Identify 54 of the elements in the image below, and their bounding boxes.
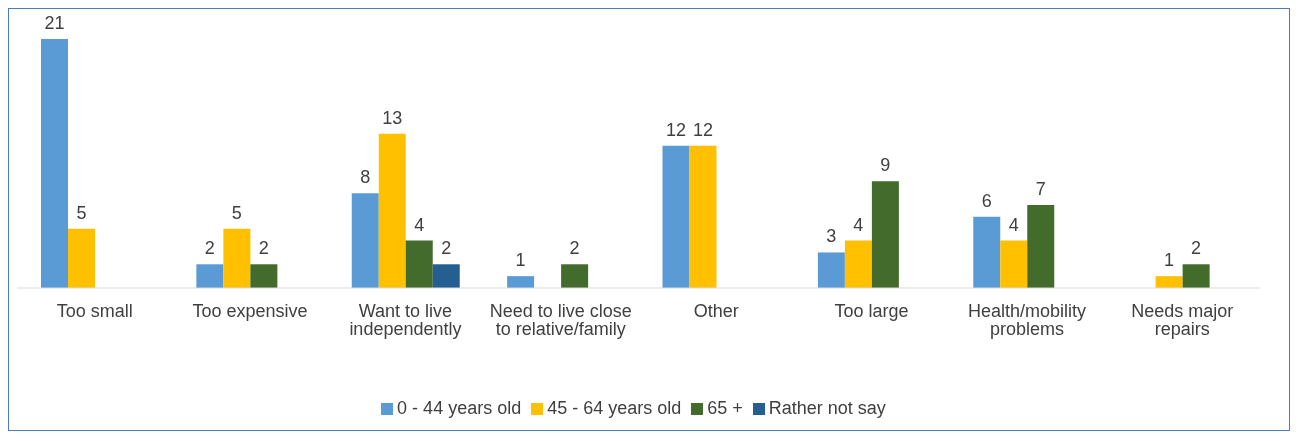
- data-label: 1: [515, 250, 526, 271]
- bar: [871, 181, 899, 288]
- bar: [250, 264, 278, 288]
- data-label: 12: [665, 119, 687, 140]
- bar: [561, 264, 589, 288]
- data-label: 2: [204, 238, 215, 259]
- bar: [378, 133, 406, 288]
- data-label: 5: [231, 202, 242, 223]
- data-label: 7: [1035, 179, 1046, 199]
- bar: [1027, 205, 1055, 288]
- x-tick-label: Health/mobility problems: [967, 300, 1086, 339]
- x-tick-label: Needs major repairs: [1131, 300, 1234, 339]
- bar: [507, 276, 535, 288]
- bar: [405, 240, 433, 288]
- data-label: 4: [853, 214, 864, 235]
- bar: [973, 216, 1001, 288]
- bar: [351, 193, 379, 288]
- x-tick-label: Too expensive: [192, 300, 308, 321]
- data-label: 9: [880, 155, 891, 176]
- bar: [432, 264, 460, 288]
- bar: [1000, 240, 1028, 288]
- x-tick-label: Need to live close to relative/family: [489, 300, 632, 339]
- x-tick-label: Too small: [56, 300, 133, 321]
- data-label: 5: [76, 202, 87, 223]
- legend-label: 65 +: [707, 398, 743, 418]
- bar: [817, 252, 845, 288]
- bar: [68, 228, 95, 288]
- x-tick-label: Too large: [834, 300, 909, 321]
- x-tick-label: Other: [693, 300, 739, 321]
- data-label: 4: [1008, 214, 1019, 235]
- legend-label: 45 - 64 years old: [547, 398, 682, 418]
- bar: [844, 240, 872, 288]
- data-label: 8: [360, 167, 371, 188]
- legend-label: Rather not say: [768, 398, 886, 418]
- legend-label: 0 - 44 years old: [397, 398, 522, 418]
- data-label: 4: [414, 214, 425, 235]
- data-label: 6: [981, 190, 992, 211]
- data-label: 13: [382, 107, 403, 128]
- data-label: 2: [258, 238, 269, 259]
- data-label: 12: [692, 119, 714, 140]
- data-label: 2: [1191, 238, 1202, 259]
- bar: [1155, 276, 1183, 288]
- data-label: 1: [1164, 250, 1175, 271]
- bar: [196, 264, 224, 288]
- data-label: 2: [569, 238, 580, 259]
- bar: [662, 145, 690, 288]
- bar: [1182, 264, 1210, 288]
- bar: [689, 145, 717, 288]
- x-tick-label: Want to live independently: [349, 300, 462, 339]
- data-label: 21: [44, 13, 65, 33]
- bar: [223, 228, 251, 288]
- data-label: 3: [826, 226, 837, 247]
- data-label: 2: [441, 238, 452, 259]
- bar: [41, 39, 68, 288]
